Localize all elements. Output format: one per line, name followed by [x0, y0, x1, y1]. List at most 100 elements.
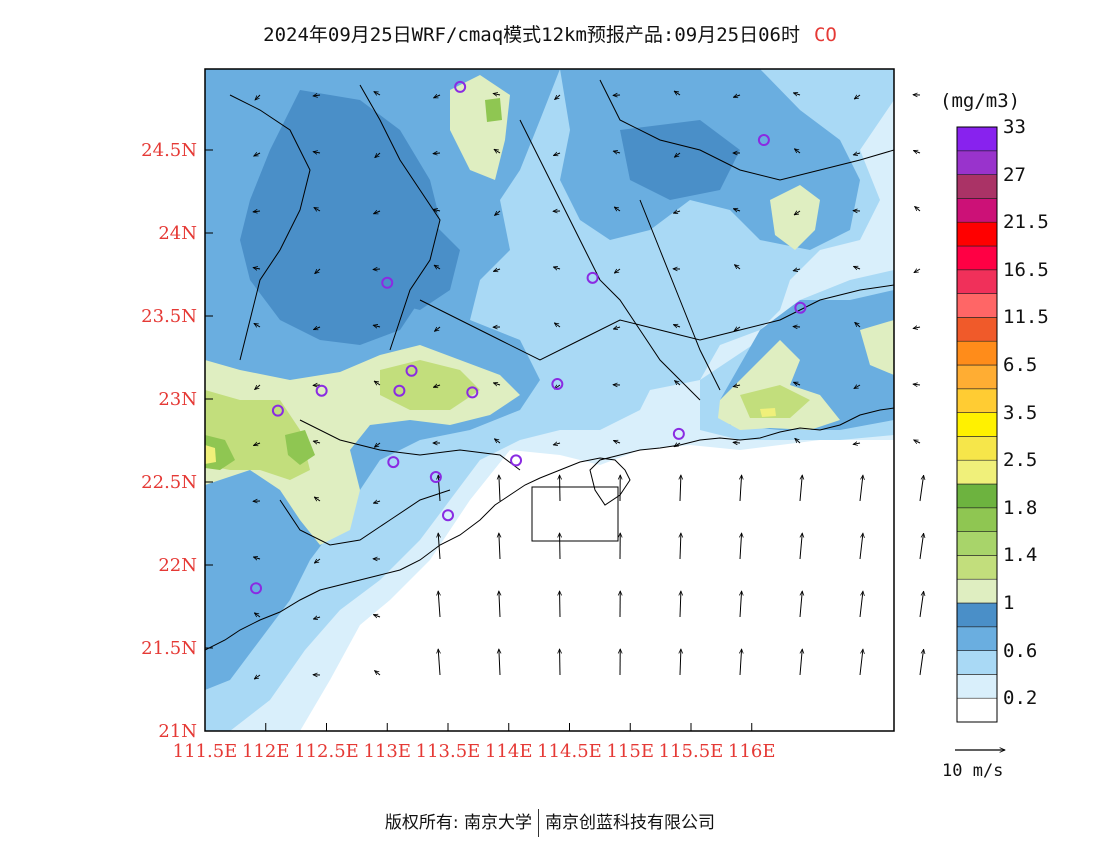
colorbar-label: 0.2 — [1003, 687, 1038, 710]
wind-arrow — [253, 211, 261, 212]
wind-arrow — [794, 149, 801, 154]
wind-arrow — [553, 153, 561, 156]
wind-arrow — [859, 475, 863, 502]
wind-arrow — [253, 268, 261, 269]
axis-ticks: 111.5E 112E 112.5E 113E 113.5E 114E 114.5E 115E… — [141, 140, 775, 762]
wind-arrow — [853, 153, 861, 155]
field-band-25 — [205, 445, 216, 464]
colorbar-swatch — [956, 340, 998, 366]
colorbar-swatch — [956, 293, 998, 318]
wind-arrow — [915, 207, 921, 212]
x-tick-label: 113.5E — [416, 741, 481, 762]
map-title: 2024年09月25日WRF/cmaq模式12km预报产品:09月25日06时 C… — [0, 20, 1100, 47]
x-tick-label: 113E — [364, 741, 412, 762]
wind-arrow — [499, 649, 500, 676]
x-tick-label: 114E — [485, 741, 533, 762]
wind-arrow — [613, 440, 621, 443]
station-marker — [551, 378, 564, 391]
footer-separator — [538, 809, 540, 837]
colorbar-swatch — [956, 412, 998, 437]
wind-arrow — [795, 438, 801, 444]
colorbar-label: 1.4 — [1003, 544, 1038, 567]
wind-arrow — [733, 442, 741, 443]
field-band-12-ne — [770, 185, 820, 250]
station-marker — [794, 301, 807, 314]
y-tick-label: 21.5N — [141, 638, 197, 659]
wind-arrow — [799, 475, 802, 502]
wind-arrow — [438, 649, 440, 676]
wind-arrow — [859, 649, 863, 676]
colorbar-swatch — [956, 174, 998, 199]
field-band-25-b — [760, 408, 776, 417]
wind-arrow — [555, 94, 561, 99]
wind-arrow — [855, 322, 861, 328]
colorbar-label: 21.5 — [1003, 211, 1049, 234]
wind-arrow — [674, 443, 681, 447]
wind-arrow — [914, 439, 921, 443]
station-marker — [429, 471, 442, 484]
colorbar-swatch — [956, 602, 998, 628]
wind-arrow — [859, 591, 863, 618]
wind-arrow — [255, 94, 261, 100]
field-band-1-b — [350, 200, 460, 310]
wind-arrow — [733, 385, 741, 387]
wind-arrow — [314, 497, 321, 502]
colorbar-swatch — [956, 269, 998, 294]
wind-arrow — [373, 615, 381, 617]
species-label: CO — [813, 24, 837, 46]
reference-vector-label: 10 m/s — [942, 761, 1004, 781]
station-marker — [757, 134, 770, 147]
station-marker — [510, 454, 523, 467]
wind-arrow — [499, 475, 500, 502]
wind-arrow — [793, 269, 801, 271]
wind-arrow — [313, 152, 321, 153]
wind-arrow — [913, 327, 921, 328]
field-band-1-c — [620, 120, 740, 200]
concentration-field — [205, 69, 894, 731]
colorbar-swatch — [956, 150, 998, 175]
field-band-12-se — [860, 320, 894, 375]
wind-arrow — [433, 209, 441, 211]
wind-arrow — [794, 211, 801, 215]
wind-arrow — [794, 381, 801, 385]
x-tick-label: 114.5E — [537, 741, 602, 762]
x-tick-label: 111.5E — [173, 741, 238, 762]
wind-arrow — [913, 150, 921, 153]
wind-arrow — [680, 533, 681, 560]
colorbar-swatch — [956, 436, 998, 461]
wind-arrow — [254, 323, 261, 327]
wind-arrows — [253, 91, 924, 679]
station-marker — [672, 427, 685, 440]
station-marker — [250, 582, 263, 595]
colorbar-swatch — [956, 459, 998, 485]
colorbar-swatch — [956, 483, 998, 509]
wind-arrow — [374, 211, 381, 215]
station-marker — [466, 386, 479, 399]
wind-arrow — [793, 93, 801, 95]
wind-arrow — [494, 439, 501, 444]
wind-arrow — [313, 441, 321, 443]
station-marker — [381, 276, 394, 289]
colorbar-label: 1 — [1003, 592, 1015, 614]
colorbar-swatch — [956, 674, 998, 699]
wind-arrow — [495, 210, 501, 215]
wind-arrow — [734, 327, 741, 331]
wind-arrow — [919, 533, 924, 560]
province-border-5 — [599, 79, 894, 181]
wind-arrow — [554, 323, 561, 328]
wind-arrow — [438, 533, 440, 560]
x-tick-label: 115E — [607, 741, 655, 762]
wind-arrow — [314, 327, 321, 330]
province-border-6 — [299, 419, 521, 471]
colorbar-swatch — [956, 364, 998, 390]
hk-outline — [531, 486, 619, 542]
province-border-3 — [419, 284, 894, 361]
colorbar-swatch — [956, 507, 998, 532]
wind-arrow — [374, 92, 381, 95]
colorbar-swatch — [956, 221, 998, 247]
station-marker — [454, 80, 467, 93]
wind-arrow — [374, 442, 381, 447]
wind-arrow — [313, 95, 321, 96]
y-tick-label: 23N — [158, 389, 197, 410]
